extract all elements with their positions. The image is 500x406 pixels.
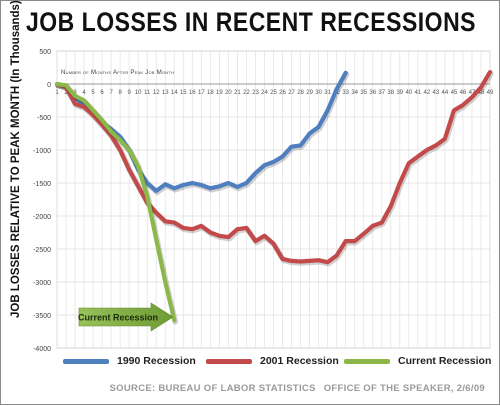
legend-swatch-2001 (206, 358, 252, 364)
x-tick-label: 30 (315, 90, 322, 96)
x-tick-label: 23 (252, 90, 259, 96)
source-text: SOURCE: BUREAU OF LABOR STATISTICS (109, 383, 316, 394)
x-tick-label: 4 (82, 90, 86, 96)
x-tick-label: 18 (207, 90, 214, 96)
x-tick-label: 25 (270, 90, 277, 96)
y-axis-label: JOB LOSSES RELATIVE TO PEAK MONTH (In Th… (10, 0, 22, 318)
legend-label-2001: 2001 Recession (260, 355, 339, 367)
x-tick-label: 24 (261, 90, 268, 96)
x-tick-label: 27 (288, 90, 295, 96)
x-axis-label: Number of Months After Peak Job Month (61, 69, 174, 76)
x-tick-label: 28 (297, 90, 304, 96)
y-tick-label: -4000 (33, 346, 51, 353)
legend-item-current: Current Recession (344, 355, 491, 367)
x-tick-label: 15 (180, 90, 187, 96)
x-tick-label: 31 (324, 90, 331, 96)
y-tick-label: -2500 (33, 247, 51, 254)
x-tick-label: 38 (387, 90, 394, 96)
y-tick-label: 0 (47, 82, 51, 89)
x-tick-label: 42 (424, 90, 431, 96)
y-tick-label: 500 (39, 49, 51, 56)
x-tick-label: 19 (216, 90, 223, 96)
x-tick-label: 1 (55, 90, 59, 96)
x-tick-label: 8 (118, 90, 122, 96)
series-line-current (54, 81, 177, 323)
office-text: OFFICE OF THE SPEAKER, 2/6/09 (323, 383, 485, 394)
x-tick-label: 12 (153, 90, 160, 96)
x-tick-label: 46 (460, 90, 467, 96)
x-tick-label: 49 (487, 90, 494, 96)
y-tick-label: -2000 (33, 214, 51, 221)
x-tick-label: 40 (405, 90, 412, 96)
x-tick-label: 6 (100, 90, 104, 96)
series-line-2001 (54, 70, 493, 265)
chart-title: JOB LOSSES IN RECENT RECESSIONS (25, 6, 477, 37)
x-tick-label: 20 (225, 90, 232, 96)
x-tick-label: 47 (469, 90, 476, 96)
y-tick-label: -3000 (33, 280, 51, 287)
x-tick-label: 36 (369, 90, 376, 96)
x-tick-label: 10 (135, 90, 142, 96)
x-tick-label: 26 (279, 90, 286, 96)
x-tick-label: 43 (433, 90, 440, 96)
x-tick-label: 34 (351, 90, 358, 96)
annotation-label: Current Recession (78, 313, 158, 323)
y-tick-label: -1000 (33, 148, 51, 155)
legend-label-current: Current Recession (398, 355, 492, 367)
legend-label-1990: 1990 Recession (117, 355, 196, 367)
x-tick-label: 2 (64, 90, 68, 96)
x-tick-label: 7 (109, 90, 113, 96)
legend-item-1990: 1990 Recession (63, 355, 196, 367)
x-tick-label: 3 (73, 90, 77, 96)
x-tick-label: 22 (243, 90, 250, 96)
x-tick-label: 33 (342, 90, 349, 96)
x-tick-label: 13 (162, 90, 169, 96)
x-tick-label: 16 (189, 90, 196, 96)
legend-swatch-1990 (63, 358, 109, 364)
x-tick-label: 37 (378, 90, 385, 96)
x-tick-label: 5 (91, 90, 95, 96)
y-tick-label: -1500 (33, 181, 51, 188)
x-tick-label: 11 (144, 90, 151, 96)
y-tick-label: -3500 (33, 313, 51, 320)
x-tick-label: 9 (127, 90, 131, 96)
legend-swatch-current (344, 358, 390, 364)
x-tick-label: 14 (171, 90, 178, 96)
source-note: SOURCE: BUREAU OF LABOR STATISTICS OFFICE… (102, 383, 485, 394)
annotation-arrow (78, 302, 174, 332)
legend-item-2001: 2001 Recession (206, 355, 339, 367)
x-tick-label: 21 (234, 90, 241, 96)
x-tick-label: 35 (360, 90, 367, 96)
x-tick-label: 45 (451, 90, 458, 96)
x-tick-label: 41 (414, 90, 421, 96)
x-tick-label: 17 (198, 90, 205, 96)
x-tick-label: 39 (396, 90, 403, 96)
x-tick-label: 48 (478, 90, 485, 96)
x-tick-label: 29 (306, 90, 313, 96)
x-tick-label: 44 (442, 90, 449, 96)
y-tick-label: -500 (37, 115, 51, 122)
